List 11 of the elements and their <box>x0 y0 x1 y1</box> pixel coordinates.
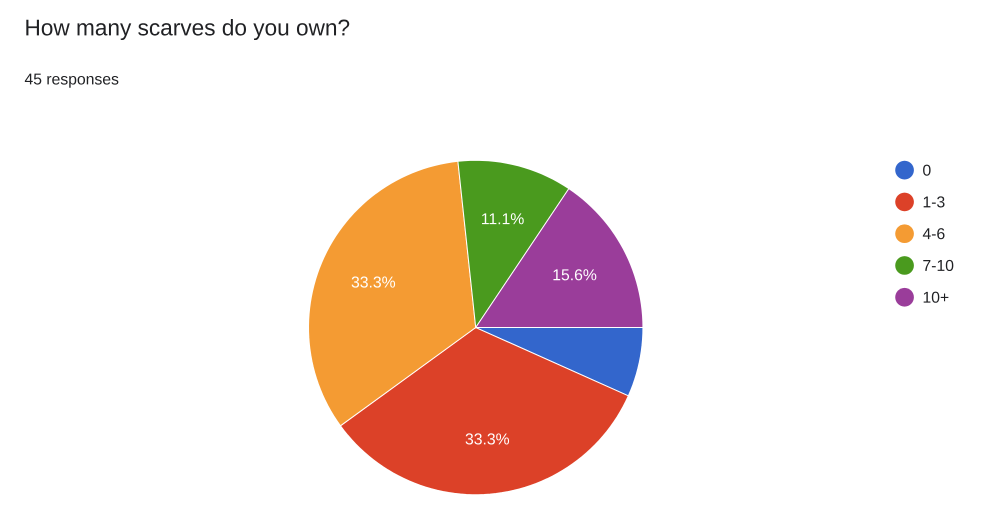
data-label: 11.1% <box>482 213 524 224</box>
data-label: 15.6% <box>553 269 596 280</box>
legend-label: 4-6 <box>922 228 945 240</box>
legend-label: 7-10 <box>923 260 954 271</box>
legend-label: 1-3 <box>924 196 945 208</box>
data-label: 33.3% <box>352 276 396 288</box>
text: 45 responses <box>24 73 118 88</box>
data-label: 33.3% <box>466 433 510 444</box>
legend-label: 0 <box>923 164 931 176</box>
chart-title: How many scarves do you own? <box>26 18 350 40</box>
legend-label: 10+ <box>924 292 948 303</box>
